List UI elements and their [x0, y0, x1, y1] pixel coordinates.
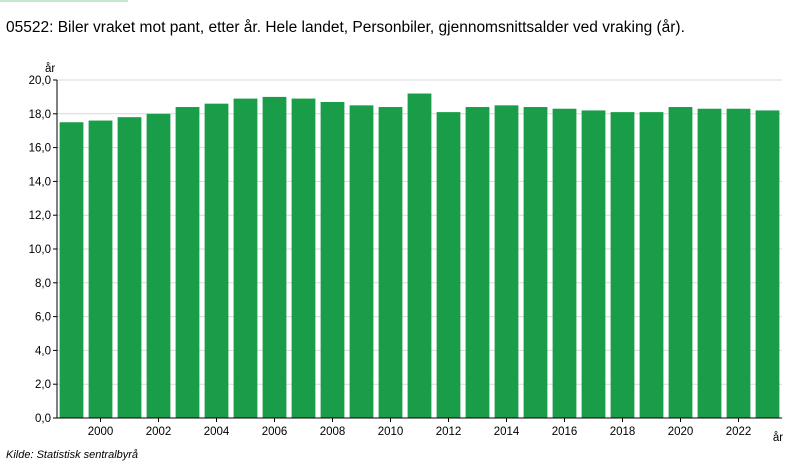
x-tick-label-2020: 2020 — [668, 426, 694, 438]
y-tick-label: 16,0 — [29, 143, 51, 155]
x-tick-label-2010: 2010 — [378, 426, 404, 438]
y-tick-label: 4,0 — [35, 345, 51, 357]
y-tick-label: 6,0 — [35, 312, 51, 324]
bar-2015 — [523, 107, 548, 418]
bar-2009 — [349, 105, 374, 418]
bar-2016 — [552, 108, 577, 418]
y-tick-label: 18,0 — [29, 109, 51, 121]
source-note: Kilde: Statistisk sentralbyrå — [6, 449, 139, 461]
bar-2022 — [726, 108, 751, 418]
y-tick-label: 8,0 — [35, 278, 51, 290]
x-tick-label-2006: 2006 — [262, 426, 288, 438]
x-tick-label-2000: 2000 — [88, 426, 114, 438]
bar-2020 — [668, 107, 693, 418]
bar-2006 — [262, 96, 287, 419]
y-tick-label: 20,0 — [29, 75, 51, 87]
bar-1999 — [59, 122, 84, 418]
bar-2007 — [291, 98, 316, 418]
bar-2018 — [610, 112, 635, 419]
bar-2019 — [639, 112, 664, 419]
bars — [59, 93, 780, 419]
axes: 0,0 2,0 4,0 6,0 8,0 10,0 12,0 14,0 16,0 18,0 20,0 2… — [29, 75, 782, 438]
x-tick-label-2012: 2012 — [436, 426, 462, 438]
bar-2002 — [146, 113, 171, 419]
x-tick-label-2018: 2018 — [610, 426, 636, 438]
x-tick-label-2004: 2004 — [204, 426, 230, 438]
x-tick-label-2016: 2016 — [552, 426, 578, 438]
x-tick-label-2002: 2002 — [146, 426, 172, 438]
bar-2008 — [320, 101, 345, 418]
bar-2004 — [204, 103, 229, 418]
bar-2023 — [755, 110, 780, 419]
y-tick-label: 2,0 — [35, 379, 51, 391]
bar-2013 — [465, 107, 490, 418]
bar-2001 — [117, 117, 142, 419]
bar-2021 — [697, 108, 722, 418]
y-axis-label: år — [45, 63, 55, 75]
bar-2012 — [436, 112, 461, 419]
x-tick-label-2008: 2008 — [320, 426, 346, 438]
y-tick-label: 10,0 — [29, 244, 51, 256]
y-tick-label: 0,0 — [35, 413, 51, 425]
bar-2005 — [233, 98, 258, 418]
top-accent-line — [0, 0, 128, 2]
bar-2010 — [378, 107, 403, 418]
bar-2000 — [88, 120, 113, 418]
bar-2011 — [407, 93, 432, 419]
bar-2014 — [494, 105, 519, 418]
y-tick-label: 12,0 — [29, 210, 51, 222]
x-axis-label: år — [773, 432, 783, 444]
bar-2003 — [175, 107, 200, 418]
bar-2017 — [581, 110, 606, 419]
x-tick-label-2014: 2014 — [494, 426, 520, 438]
y-tick-label: 14,0 — [29, 176, 51, 188]
chart-title: 05522: Biler vraket mot pant, etter år. … — [6, 19, 685, 36]
x-tick-label-2022: 2022 — [726, 426, 752, 438]
